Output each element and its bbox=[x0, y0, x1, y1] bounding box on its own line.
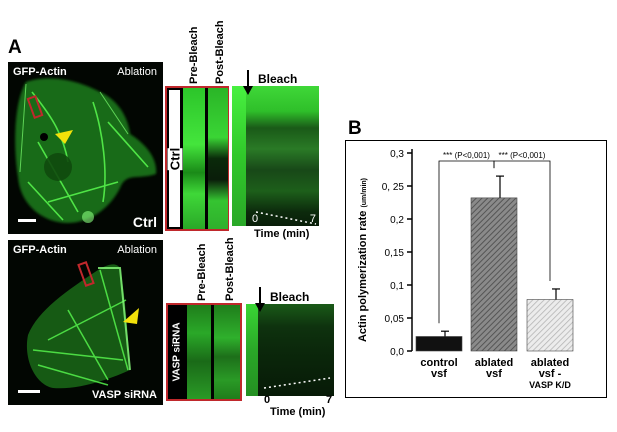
condition-label-vasp: VASP siRNA bbox=[91, 389, 157, 401]
x-category-line: vsf bbox=[486, 368, 502, 380]
kymo-t7-vasp: 7 bbox=[326, 394, 333, 406]
bleach-arrow-ctrl-icon bbox=[243, 70, 253, 95]
kymo-dash-ctrl bbox=[255, 211, 317, 225]
bar-0 bbox=[415, 336, 463, 352]
cell-ctrl-drawing bbox=[15, 78, 157, 223]
y-tick-label: 0,0 bbox=[390, 347, 404, 358]
panel-b-letter: B bbox=[348, 118, 362, 139]
significance-bracket-1 bbox=[493, 160, 551, 281]
kymo-t0-ctrl: 0 bbox=[252, 213, 259, 225]
kymograph-vasp bbox=[246, 304, 334, 396]
x-category-label-1: ablated vsf bbox=[475, 357, 514, 380]
image-label-ablation-vasp: Ablation bbox=[117, 244, 157, 256]
kymo-tag-ctrl: Ctrl bbox=[167, 90, 182, 227]
time-axis-vasp: Time (min) bbox=[270, 406, 326, 418]
cell-vasp-drawing bbox=[26, 264, 131, 389]
x-category-line: ablated bbox=[475, 357, 514, 369]
y-tick-label: 0,15 bbox=[385, 248, 405, 259]
y-tick-label: 0,05 bbox=[385, 314, 405, 325]
significance-label-1: *** (P<0,001) bbox=[499, 151, 546, 160]
kymograph-ctrl: 0 7 bbox=[232, 86, 319, 226]
image-label-ablation-ctrl: Ablation bbox=[117, 66, 157, 78]
y-axis-label: Actin polymerization rate (um/min) bbox=[357, 178, 369, 342]
kymo-tag-vasp: VASP siRNA bbox=[170, 307, 184, 397]
y-tick-label: 0,2 bbox=[390, 215, 404, 226]
x-category-line: VASP K/D bbox=[529, 380, 571, 390]
strip-pre-vasp bbox=[187, 305, 211, 399]
significance-label-0: *** (P<0,001) bbox=[443, 151, 490, 160]
col-head-pre-vasp: Pre-Bleach bbox=[196, 243, 208, 301]
kymo-tag-vasp-text: VASP siRNA bbox=[171, 322, 183, 382]
kymo-t7-ctrl: 7 bbox=[309, 213, 316, 225]
x-category-label-2: ablated vsf -VASP K/D bbox=[529, 357, 571, 390]
condition-label-ctrl: Ctrl bbox=[132, 214, 157, 230]
strip-frame-ctrl: Ctrl bbox=[165, 86, 229, 231]
bleach-label-vasp: Bleach bbox=[270, 290, 310, 304]
kymo-dash-vasp bbox=[263, 377, 331, 389]
y-axis-label-main: Actin polymerization rate bbox=[357, 208, 369, 342]
x-category-line: vsf bbox=[431, 368, 447, 380]
y-tick-label: 0,3 bbox=[390, 149, 404, 160]
col-head-post-vasp: Post-Bleach bbox=[224, 237, 236, 301]
x-category-line: control bbox=[420, 357, 457, 369]
strip-pre-ctrl bbox=[183, 88, 205, 229]
image-label-gfp-vasp: GFP-Actin bbox=[13, 244, 67, 256]
panel-a-letter: A bbox=[8, 37, 22, 58]
scale-bar-ctrl bbox=[18, 219, 36, 222]
arrowhead-ctrl-icon bbox=[55, 130, 73, 144]
chart-axes: 0,0 0,05 0,1 0,15 0,2 0, 25 0,3 bbox=[382, 149, 413, 358]
col-head-pre-ctrl: Pre-Bleach bbox=[188, 26, 200, 84]
strip-frame-vasp: VASP siRNA bbox=[166, 303, 242, 401]
time-axis-ctrl: Time (min) bbox=[254, 228, 310, 240]
chart-bars bbox=[415, 175, 574, 352]
x-category-label-0: control vsf bbox=[420, 357, 457, 380]
y-tick-label: 0,1 bbox=[390, 281, 404, 292]
scale-bar-vasp bbox=[18, 390, 40, 393]
strip-post-vasp bbox=[214, 305, 240, 399]
y-axis-label-unit: (um/min) bbox=[361, 178, 368, 208]
y-axis-label-group: Actin polymerization rate (um/min) bbox=[357, 178, 369, 342]
bleach-arrow-vasp-icon bbox=[255, 287, 265, 312]
col-head-post-ctrl: Post-Bleach bbox=[214, 20, 226, 84]
bar-chart: Actin polymerization rate (um/min) 0,00,… bbox=[357, 149, 574, 390]
arrowhead-vasp-icon bbox=[123, 308, 139, 324]
x-category-line: vsf - bbox=[539, 368, 562, 380]
chart-frame: Actin polymerization rate (um/min) 0,0 0,… bbox=[345, 140, 607, 398]
bar-2 bbox=[526, 299, 574, 352]
bleach-label-ctrl: Bleach bbox=[258, 72, 298, 86]
y-tick-label: 0, 25 bbox=[382, 182, 405, 193]
x-category-line: ablated bbox=[531, 357, 570, 369]
kymo-tag-ctrl-text: Ctrl bbox=[167, 147, 182, 170]
cell-image-vasp: GFP-Actin Ablation VASP siRNA bbox=[8, 240, 163, 405]
cell-image-ctrl: GFP-Actin Ablation Ctrl bbox=[8, 62, 163, 234]
significance-brackets: *** (P<0,001) *** (P<0,001) bbox=[438, 151, 551, 324]
kymo-t0-vasp: 0 bbox=[264, 394, 271, 406]
bar-1 bbox=[470, 197, 518, 352]
strip-post-ctrl bbox=[208, 88, 228, 229]
image-label-gfp-ctrl: GFP-Actin bbox=[13, 66, 67, 78]
